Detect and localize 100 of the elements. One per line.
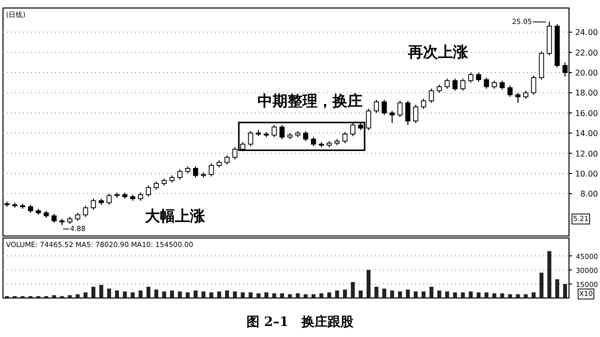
candlestick (444, 78, 450, 90)
bar (532, 292, 536, 298)
bar (154, 290, 158, 298)
bar (272, 293, 276, 298)
bar (170, 290, 174, 298)
y-tick-label: 14.00 (575, 129, 598, 138)
bar (107, 288, 112, 298)
candlestick (531, 75, 536, 96)
candlestick (240, 142, 246, 152)
bar (76, 294, 80, 298)
candlestick (310, 136, 316, 147)
bar (484, 292, 488, 298)
candlestick (224, 154, 230, 165)
bar (201, 291, 206, 298)
candlestick (177, 168, 182, 180)
candlestick (452, 78, 458, 92)
bar (406, 290, 410, 298)
caption: 图 2–1 换庄跟股 (246, 314, 355, 330)
candlestick (405, 100, 410, 126)
bar (319, 293, 324, 298)
candlestick (382, 99, 387, 116)
candlestick (52, 213, 57, 224)
bar (138, 290, 143, 298)
y-tick-label: 16.00 (575, 108, 598, 118)
candlestick (500, 80, 505, 90)
bar (217, 291, 222, 298)
candlestick (342, 132, 348, 144)
bar (312, 294, 316, 298)
bar (516, 294, 520, 298)
candlestick (515, 92, 520, 104)
bar (52, 295, 56, 298)
bar (547, 251, 552, 298)
candlestick (272, 124, 277, 138)
bar (232, 291, 237, 298)
bar (146, 286, 150, 298)
bar (366, 270, 371, 298)
bar (350, 282, 355, 298)
bar (540, 272, 544, 298)
bar (476, 292, 481, 298)
y-tick-label: 12.00 (575, 149, 598, 158)
bar (264, 292, 268, 298)
bar (280, 293, 284, 298)
bar (91, 286, 96, 298)
candlestick (366, 108, 372, 131)
bar (162, 291, 166, 298)
bar (437, 290, 442, 298)
candlestick (146, 185, 151, 198)
bar (555, 279, 560, 298)
y-tick-label: 8.00 (580, 190, 598, 199)
bar (194, 290, 198, 298)
candlestick (248, 130, 254, 147)
y-tick-label: 10.00 (575, 169, 598, 178)
candlestick (468, 72, 474, 84)
candlestick (208, 162, 214, 177)
bar (115, 290, 119, 298)
annotation: 中期整理，换庄 (258, 92, 362, 110)
bar (414, 291, 418, 298)
bar (296, 293, 300, 298)
bar (304, 294, 308, 298)
y-tick-label: 22.00 (575, 48, 598, 58)
bar (256, 293, 260, 298)
y-tick-label: 24.00 (575, 28, 598, 38)
bar (422, 291, 426, 298)
bar (445, 291, 450, 298)
candlestick (476, 72, 482, 82)
bar (453, 292, 457, 298)
candlestick (82, 205, 88, 218)
bar (84, 292, 88, 298)
candlestick (507, 85, 513, 98)
bar (358, 290, 363, 298)
candlestick (374, 99, 379, 114)
candlestick (413, 104, 418, 124)
bar (335, 290, 340, 298)
candlestick (428, 88, 434, 104)
candlestick (106, 193, 112, 206)
candlestick (303, 130, 308, 142)
bar (390, 290, 394, 298)
candlestick (193, 166, 198, 178)
bar (460, 292, 465, 298)
bar (122, 291, 127, 298)
bar (429, 286, 434, 298)
bar (374, 286, 378, 298)
annotation: 再次上涨 (407, 43, 469, 61)
y-tick-label: 18.00 (575, 88, 598, 98)
bar (563, 284, 568, 298)
bar (500, 293, 504, 298)
bar (382, 288, 386, 298)
candlestick (350, 122, 356, 137)
annotation: 大幅上涨 (145, 207, 206, 225)
bar (248, 292, 253, 298)
bar (68, 295, 72, 298)
candlestick (484, 77, 490, 90)
bar (342, 290, 347, 298)
candlestick (460, 78, 466, 92)
y-tick-label: 20.00 (575, 68, 598, 78)
candlestick (421, 98, 426, 110)
bar (288, 294, 292, 298)
candlestick (390, 110, 395, 124)
bar (398, 291, 402, 298)
candlestick (232, 146, 238, 160)
